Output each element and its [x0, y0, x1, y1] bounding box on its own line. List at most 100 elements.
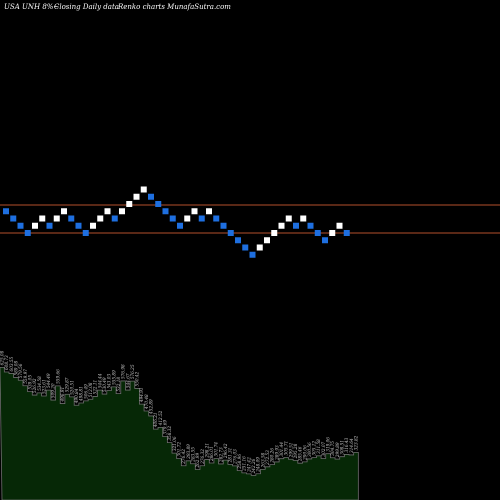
chart-header-symbol: USA UNH 8%~: [4, 3, 59, 11]
volume-label: 293.89: [186, 444, 191, 460]
volume-label: 576.25: [130, 364, 135, 379]
volume-label: 301.72: [177, 442, 182, 457]
volume-label: 276.03: [232, 449, 237, 465]
volume-label: 280.26: [270, 448, 275, 464]
renko-brick-up: [184, 215, 191, 222]
renko-brick-down: [148, 193, 154, 200]
volume-label: 532.18: [116, 377, 121, 392]
volume-label: 319.06: [326, 437, 331, 452]
volume-label: 300.56: [307, 442, 312, 457]
volume-label: 248.09: [256, 457, 261, 473]
renko-brick-down: [111, 215, 118, 222]
renko-brick-down: [343, 230, 350, 236]
renko-brick-down: [307, 222, 314, 229]
volume-label: 301.74: [214, 442, 219, 457]
chart-header-period: Closing Daily data: [54, 3, 119, 11]
renko-brick-down: [155, 201, 162, 207]
volume-label: 242.26: [251, 458, 256, 474]
volume-label: 559.97: [23, 369, 28, 384]
volume-label: 412.52: [158, 410, 163, 426]
volume-label: 506.49: [83, 384, 88, 399]
volume-label: 286.01: [209, 446, 214, 462]
volume-label: 544.49: [46, 373, 51, 388]
renko-brick-down: [68, 215, 75, 222]
renko-brick-up: [126, 201, 133, 207]
volume-label: 559.66: [55, 369, 60, 384]
volume-label: 316.43: [344, 437, 349, 452]
renko-bricks: [3, 186, 350, 258]
volume-label: 509.20: [51, 383, 56, 398]
volume-labels: 625.08 608.73 603.55 589.08 579.56 559.97 539.…: [0, 350, 359, 474]
renko-brick-down: [314, 230, 321, 236]
renko-brick-down: [198, 215, 205, 222]
volume-label: 529.87: [65, 377, 70, 392]
volume-label: 555.89: [111, 370, 116, 385]
volume-label: 302.07: [321, 442, 326, 457]
volume-label: 576.98: [121, 364, 126, 379]
volume-label: 258.96: [237, 454, 242, 470]
renko-brick-up: [285, 215, 292, 222]
renko-brick-up: [278, 222, 285, 229]
renko-brick-down: [220, 222, 227, 229]
volume-label: 295.28: [293, 443, 298, 459]
volume-label: 285.46: [298, 446, 303, 462]
volume-label: 603.55: [9, 356, 14, 371]
renko-brick-down: [82, 230, 89, 236]
volume-label: 520.51: [69, 380, 74, 395]
renko-brick-up: [140, 186, 147, 193]
volume-label: 530.49: [102, 377, 107, 392]
volume-label: 496.91: [60, 387, 65, 403]
volume-label: 298.21: [204, 443, 209, 459]
renko-brick-down: [235, 237, 241, 244]
renko-brick-down: [17, 222, 24, 229]
renko-brick-up: [206, 208, 212, 215]
volume-label: 282.73: [218, 447, 223, 463]
volume-label: 276.32: [200, 449, 205, 465]
volume-label: 494.91: [139, 387, 144, 403]
volume-label: 512.08: [88, 382, 93, 397]
volume-label: 304.75: [330, 441, 335, 456]
volume-label: 281.31: [228, 448, 233, 464]
volume-label: 608.73: [4, 355, 9, 370]
renko-brick-up: [104, 208, 111, 215]
renko-brick-up: [329, 230, 336, 236]
renko-brick-down: [227, 230, 234, 236]
renko-brick-up: [264, 237, 270, 244]
renko-brick-up: [300, 215, 307, 222]
renko-brick-down: [322, 237, 328, 244]
renko-brick-up: [256, 244, 263, 251]
volume-label: 452.89: [149, 399, 154, 415]
volume-label: 379.69: [163, 420, 168, 435]
volume-label: 544.67: [125, 373, 130, 388]
renko-brick-up: [336, 222, 343, 229]
volume-label: 283.55: [190, 447, 195, 463]
volume-label: 314.64: [349, 438, 354, 453]
volume-label: 550.42: [135, 371, 140, 386]
renko-brick-down: [24, 230, 31, 236]
volume-label: 299.51: [288, 443, 293, 459]
volume-label: 263.58: [260, 452, 265, 468]
renko-brick-down: [242, 244, 249, 251]
renko-brick-up: [32, 222, 38, 229]
volume-label: 526.92: [32, 378, 37, 393]
renko-brick-up: [271, 230, 278, 236]
volume-label: 308.51: [340, 440, 345, 455]
renko-brick-down: [10, 215, 17, 222]
volume-label: 290.06: [302, 445, 307, 461]
volume-label: 305.12: [312, 441, 317, 456]
volume-label: 490.84: [74, 388, 79, 404]
volume-label: 311.58: [316, 439, 321, 454]
renko-brick-down: [3, 208, 9, 215]
volume-label: 305.71: [284, 441, 289, 456]
renko-brick-down: [293, 222, 299, 229]
renko-brick-up: [97, 215, 104, 222]
volume-label: 544.44: [97, 373, 102, 388]
volume-label: 539.05: [27, 375, 32, 390]
renko-brick-up: [133, 193, 140, 200]
volume-label: 321.06: [172, 436, 177, 451]
renko-brick-down: [177, 222, 183, 229]
volume-label: 358.32: [167, 426, 172, 441]
volume-label: 276.42: [181, 449, 186, 465]
volume-area: [0, 366, 359, 500]
